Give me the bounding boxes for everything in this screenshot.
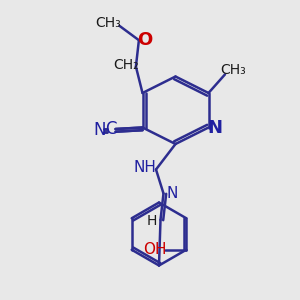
Text: CH₃: CH₃ xyxy=(95,16,121,30)
Text: H: H xyxy=(146,214,157,228)
Text: N: N xyxy=(208,119,223,137)
Text: O: O xyxy=(137,31,152,49)
Text: OH: OH xyxy=(143,242,166,257)
Text: NH: NH xyxy=(133,160,156,175)
Text: CH₃: CH₃ xyxy=(220,63,246,77)
Text: N: N xyxy=(166,186,178,201)
Text: N: N xyxy=(93,121,106,139)
Text: CH₂: CH₂ xyxy=(113,58,139,72)
Text: C: C xyxy=(105,120,117,138)
